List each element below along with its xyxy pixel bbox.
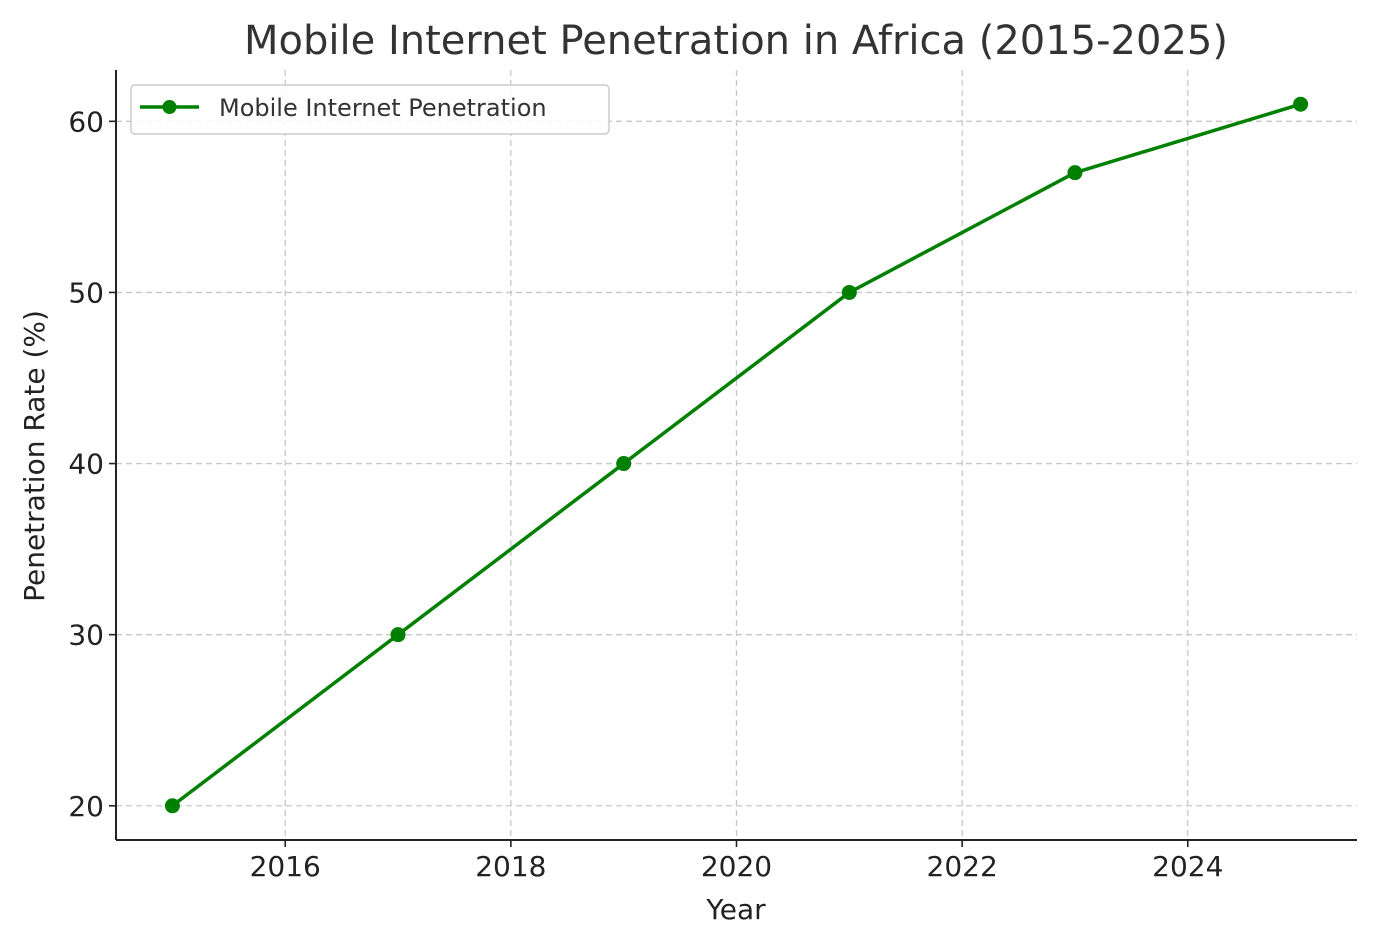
x-tick-label: 2022 [927, 850, 998, 883]
x-axis-label: Year [705, 893, 766, 926]
x-axis-ticks: 2016 2018 2020 2022 2024 [250, 840, 1223, 883]
y-axis-label: Penetration Rate (%) [18, 310, 51, 602]
legend: Mobile Internet Penetration [130, 84, 610, 135]
y-axis-ticks: 20 30 40 50 60 [68, 105, 116, 823]
data-point [1067, 165, 1083, 181]
legend-marker-swatch [162, 100, 177, 114]
x-tick-label: 2016 [250, 850, 321, 883]
grid [116, 70, 1357, 840]
y-tick-label: 20 [68, 790, 104, 823]
data-point [616, 456, 632, 472]
y-tick-label: 30 [68, 619, 104, 652]
series-lines [170, 102, 1303, 808]
legend-label: Mobile Internet Penetration [219, 94, 547, 122]
data-point [1293, 96, 1309, 112]
data-point [164, 798, 180, 814]
data-points [164, 96, 1309, 814]
x-tick-label: 2018 [475, 850, 546, 883]
x-tick-label: 2024 [1152, 850, 1223, 883]
series-line [170, 102, 1303, 808]
y-tick-label: 60 [68, 105, 104, 138]
legend-box [130, 84, 610, 135]
y-tick-label: 50 [68, 276, 104, 309]
chart-title: Mobile Internet Penetration in Africa (2… [244, 18, 1228, 64]
data-point [841, 284, 857, 300]
data-point [390, 627, 406, 643]
x-tick-label: 2020 [701, 850, 772, 883]
y-tick-label: 40 [68, 448, 104, 481]
